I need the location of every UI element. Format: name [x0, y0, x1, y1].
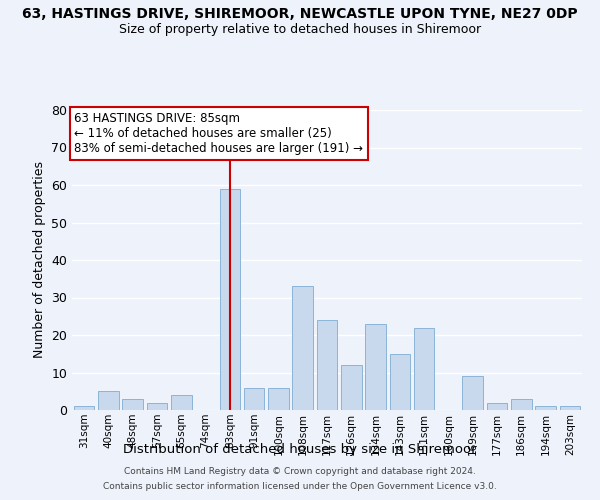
Bar [292, 286, 313, 410]
Text: Contains public sector information licensed under the Open Government Licence v3: Contains public sector information licen… [103, 482, 497, 491]
Bar [535, 406, 556, 410]
Bar [341, 365, 362, 410]
Text: Size of property relative to detached houses in Shiremoor: Size of property relative to detached ho… [119, 22, 481, 36]
Bar [317, 320, 337, 410]
Bar [487, 402, 508, 410]
Y-axis label: Number of detached properties: Number of detached properties [32, 162, 46, 358]
Bar [511, 399, 532, 410]
Text: Distribution of detached houses by size in Shiremoor: Distribution of detached houses by size … [123, 442, 477, 456]
Bar [220, 188, 240, 410]
Text: Contains HM Land Registry data © Crown copyright and database right 2024.: Contains HM Land Registry data © Crown c… [124, 467, 476, 476]
Bar [244, 388, 265, 410]
Bar [389, 354, 410, 410]
Text: 63 HASTINGS DRIVE: 85sqm
← 11% of detached houses are smaller (25)
83% of semi-d: 63 HASTINGS DRIVE: 85sqm ← 11% of detach… [74, 112, 364, 155]
Bar [74, 406, 94, 410]
Bar [268, 388, 289, 410]
Bar [98, 391, 119, 410]
Bar [146, 402, 167, 410]
Bar [365, 324, 386, 410]
Bar [560, 406, 580, 410]
Text: 63, HASTINGS DRIVE, SHIREMOOR, NEWCASTLE UPON TYNE, NE27 0DP: 63, HASTINGS DRIVE, SHIREMOOR, NEWCASTLE… [22, 8, 578, 22]
Bar [122, 399, 143, 410]
Bar [414, 328, 434, 410]
Bar [171, 395, 191, 410]
Bar [463, 376, 483, 410]
